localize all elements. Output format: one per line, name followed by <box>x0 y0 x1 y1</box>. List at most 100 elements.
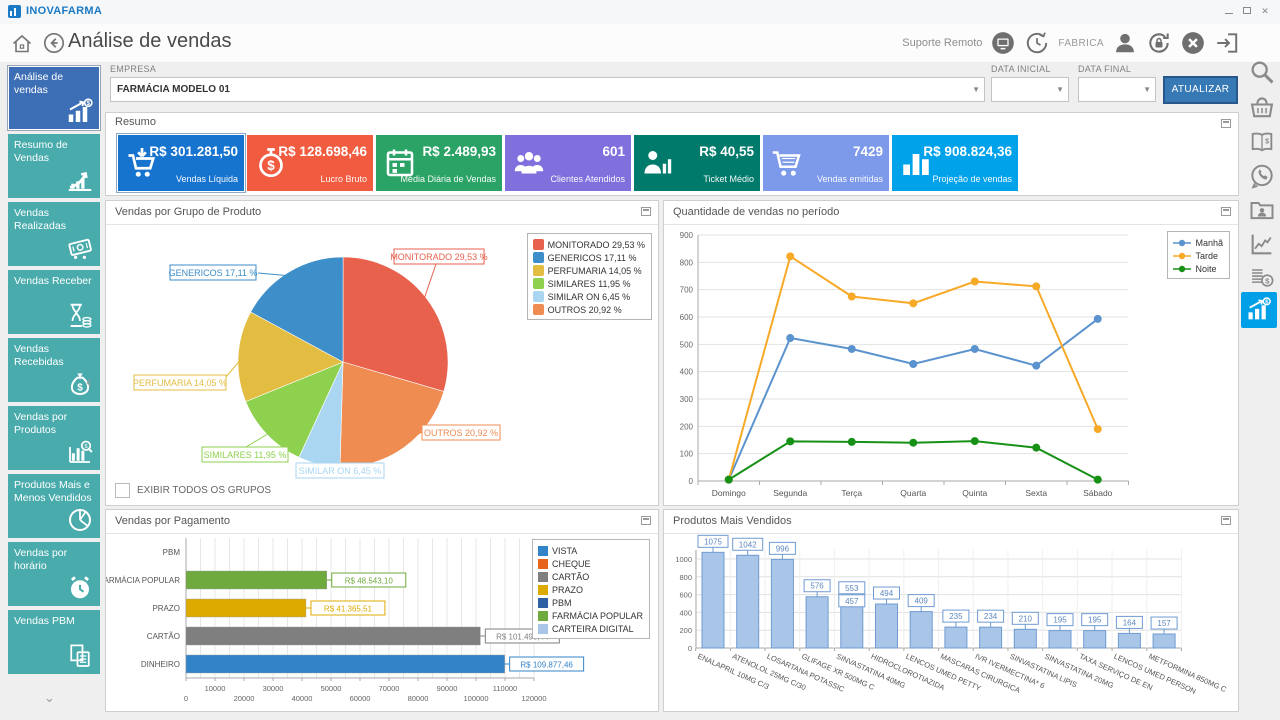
hourglass-money-icon <box>65 301 95 331</box>
svg-text:300: 300 <box>680 395 694 404</box>
stats-icon[interactable] <box>1248 230 1276 258</box>
svg-text:MONITORADO 29,53 %: MONITORADO 29,53 % <box>390 252 487 262</box>
svg-text:80000: 80000 <box>408 694 429 703</box>
exibir-todos-checkbox[interactable]: EXIBIR TODOS OS GRUPOS <box>115 483 271 498</box>
hbar-collapse-icon[interactable] <box>641 516 651 525</box>
search-icon[interactable] <box>1248 58 1276 86</box>
whatsapp-icon[interactable] <box>1248 162 1276 190</box>
cart-down-icon <box>124 145 160 181</box>
sidebar-item-produtos-mais-e-menos-vendidos[interactable]: Produtos Mais e Menos Vendidos <box>8 474 100 538</box>
legend-item: SIMILAR ON 6,45 % <box>532 290 645 303</box>
checkbox-box[interactable] <box>115 483 130 498</box>
card-label: Ticket Médio <box>703 174 754 184</box>
svg-text:$: $ <box>267 158 275 173</box>
sidebar-item-vendas-realizadas[interactable]: Vendas Realizadas <box>8 202 100 266</box>
empresa-select[interactable]: FARMÁCIA MODELO 01 ▼ <box>110 77 985 102</box>
data-final-select[interactable]: ▼ <box>1078 77 1156 102</box>
svg-text:R$ 48.543,10: R$ 48.543,10 <box>345 577 394 586</box>
empresa-label: EMPRESA <box>110 64 157 74</box>
resumo-collapse-icon[interactable] <box>1221 119 1231 128</box>
legend-item: CHEQUE <box>537 557 643 570</box>
card-value: R$ 2.489,93 <box>422 144 496 159</box>
user-icon[interactable] <box>1112 30 1138 56</box>
legend-item: OUTROS 20,92 % <box>532 303 645 316</box>
resumo-card-media-diaria-de-vendas[interactable]: R$ 2.489,93 Média Diária de Vendas <box>376 135 502 191</box>
sidebar-collapse-handle[interactable]: ‹ <box>86 372 92 391</box>
window-maximize-button[interactable] <box>1240 5 1254 17</box>
sidebar-item-label: Vendas Realizadas <box>14 207 66 232</box>
pie-panel: Vendas por Grupo de Produto MONITORADO 2… <box>105 200 659 506</box>
sidebar-item-label: Vendas Recebidas <box>14 343 64 368</box>
svg-text:30000: 30000 <box>263 684 284 693</box>
sidebar-scroll-down-icon[interactable]: ⌄ <box>44 690 55 705</box>
svg-text:400: 400 <box>679 608 692 617</box>
pie-legend: MONITORADO 29,53 % GENERICOS 17,11 % PERFU… <box>526 233 652 320</box>
legend-item: PRAZO <box>537 583 643 596</box>
sidebar-item-vendas-por-horario[interactable]: Vendas por horário <box>8 542 100 606</box>
resumo-card-lucro-bruto[interactable]: $ R$ 128.698,46 Lucro Bruto <box>247 135 373 191</box>
pie-icon <box>65 505 95 535</box>
resumo-card-projecao-de-vendas[interactable]: R$ 908.824,36 Projeção de vendas <box>892 135 1018 191</box>
history-icon[interactable] <box>1024 30 1050 56</box>
page-title: Análise de vendas <box>68 30 232 52</box>
svg-text:600: 600 <box>680 313 694 322</box>
legend-label: PRAZO <box>551 584 583 595</box>
hbar-legend: VISTA CHEQUE CARTÃO PRAZO PBM FARMÁCIA POPULA… <box>531 539 650 639</box>
contacts-folder-icon[interactable] <box>1248 196 1276 224</box>
legend-item: SIMILARES 11,95 % <box>532 277 645 290</box>
sidebar-item-vendas-recebidas[interactable]: Vendas Recebidas $ <box>8 338 100 402</box>
svg-text:20000: 20000 <box>234 694 255 703</box>
sidebar-item-label: Análise de vendas <box>14 71 64 96</box>
titlebar: INOVAFARMA ✕ <box>0 0 1280 24</box>
vbar-collapse-icon[interactable] <box>1221 516 1231 525</box>
line-collapse-icon[interactable] <box>1221 207 1231 216</box>
sidebar-item-vendas-por-produtos[interactable]: Vendas por Produtos $ <box>8 406 100 470</box>
remote-monitor-icon[interactable] <box>990 30 1016 56</box>
legend-swatch <box>537 610 548 621</box>
svg-text:PBM: PBM <box>163 548 181 557</box>
svg-text:0: 0 <box>689 477 694 486</box>
sidebar-item-vendas-receber[interactable]: Vendas Receber <box>8 270 100 334</box>
sidebar-item-label: Vendas PBM <box>14 615 75 627</box>
sidebar-item-vendas-pbm[interactable]: Vendas PBM <box>8 610 100 674</box>
sidebar-item-analise-de-vendas[interactable]: Análise de vendas $ <box>7 65 101 131</box>
pie-collapse-icon[interactable] <box>641 207 651 216</box>
legend-label: PERFUMARIA 14,05 % <box>547 265 642 276</box>
legend-marker <box>1173 252 1192 259</box>
exit-icon[interactable] <box>1214 30 1240 56</box>
svg-text:553: 553 <box>845 584 859 593</box>
legend-item: GENERICOS 17,11 % <box>532 251 645 264</box>
atualizar-button[interactable]: ATUALIZAR <box>1163 76 1238 104</box>
svg-text:SIMILAR ON 6,45 %: SIMILAR ON 6,45 % <box>299 466 382 476</box>
sales-analysis-active-icon[interactable]: $ <box>1241 292 1277 328</box>
back-icon[interactable] <box>42 31 66 55</box>
svg-text:90000: 90000 <box>437 684 458 693</box>
sidebar-item-resumo-de-vendas[interactable]: Resumo de Vendas <box>8 134 100 198</box>
home-icon[interactable] <box>10 32 34 56</box>
app-name: INOVAFARMA <box>26 5 103 17</box>
close-icon[interactable] <box>1180 30 1206 56</box>
resumo-card-vendas-liquida[interactable]: R$ 301.281,50 Vendas Líquida <box>116 133 246 193</box>
legend-label: SIMILARES 11,95 % <box>547 278 631 289</box>
card-value: R$ 301.281,50 <box>149 144 238 159</box>
growth-icon <box>65 165 95 195</box>
svg-text:40000: 40000 <box>292 694 313 703</box>
legend-item: VISTA <box>537 544 643 557</box>
svg-text:600: 600 <box>679 591 692 600</box>
lock-refresh-icon[interactable] <box>1146 30 1172 56</box>
legend-swatch <box>537 545 548 556</box>
line-chart: 0 100 200 300 400 500 600 700 800 900 Domingo Segun… <box>680 231 1129 498</box>
legend-item: Tarde <box>1173 249 1223 262</box>
resumo-card-vendas-emitidas[interactable]: 7429 Vendas emitidas <box>763 135 889 191</box>
data-inicial-select[interactable]: ▼ <box>991 77 1069 102</box>
svg-text:Quinta: Quinta <box>962 488 987 498</box>
coins-icon[interactable]: $ <box>1248 263 1276 291</box>
basket-icon[interactable] <box>1248 94 1276 122</box>
price-book-icon[interactable]: $ <box>1248 128 1276 156</box>
resumo-card-ticket-medio[interactable]: R$ 40,55 Ticket Médio <box>634 135 760 191</box>
resumo-card-clientes-atendidos[interactable]: 601 Clientes Atendidos <box>505 135 631 191</box>
svg-text:60000: 60000 <box>350 694 371 703</box>
window-close-button[interactable]: ✕ <box>1261 6 1269 16</box>
window-minimize-button[interactable] <box>1222 5 1236 17</box>
svg-text:400: 400 <box>680 368 694 377</box>
